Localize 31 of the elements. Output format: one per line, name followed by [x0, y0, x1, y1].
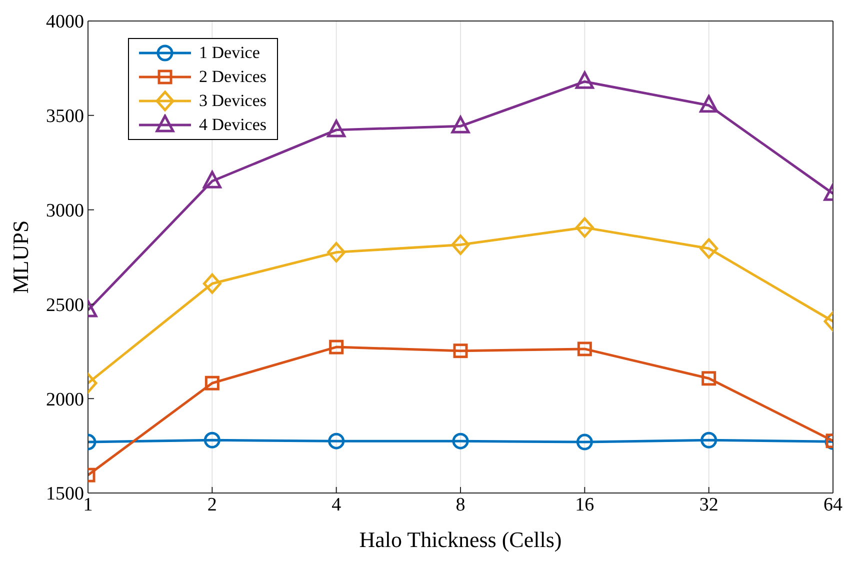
- y-tick-label: 3500: [46, 106, 84, 128]
- point: [577, 342, 592, 356]
- y-tick-label: 2000: [46, 389, 84, 410]
- legend-label: 1 Device: [199, 43, 260, 63]
- x-tick-label: 32: [699, 494, 718, 516]
- point: [575, 217, 594, 238]
- y-tick-label: 1500: [46, 484, 84, 505]
- legend-label: 4 Devices: [199, 115, 267, 135]
- point: [453, 344, 468, 358]
- x-axis-title: Halo Thickness (Cells): [359, 527, 562, 552]
- x-tick-label: 8: [456, 494, 466, 516]
- point: [329, 340, 344, 354]
- point: [451, 234, 470, 255]
- point: [328, 432, 345, 450]
- point: [575, 71, 594, 89]
- point: [327, 120, 346, 138]
- y-tick-label: 4000: [46, 12, 84, 33]
- y-tick-label: 2500: [46, 294, 84, 316]
- x-tick-label: 64: [824, 494, 843, 516]
- point: [452, 432, 469, 450]
- x-tick-label: 1: [83, 494, 93, 516]
- legend-label: 2 Devices: [199, 67, 267, 87]
- point: [576, 434, 593, 450]
- point: [451, 116, 470, 134]
- legend-label: 3 Devices: [199, 91, 267, 111]
- y-axis-title: MLUPS: [8, 220, 33, 294]
- x-tick-label: 2: [207, 494, 217, 516]
- point: [327, 242, 346, 263]
- y-tick-label: 3000: [46, 200, 84, 222]
- x-tick-label: 16: [575, 494, 594, 516]
- x-tick-label: 4: [332, 494, 342, 516]
